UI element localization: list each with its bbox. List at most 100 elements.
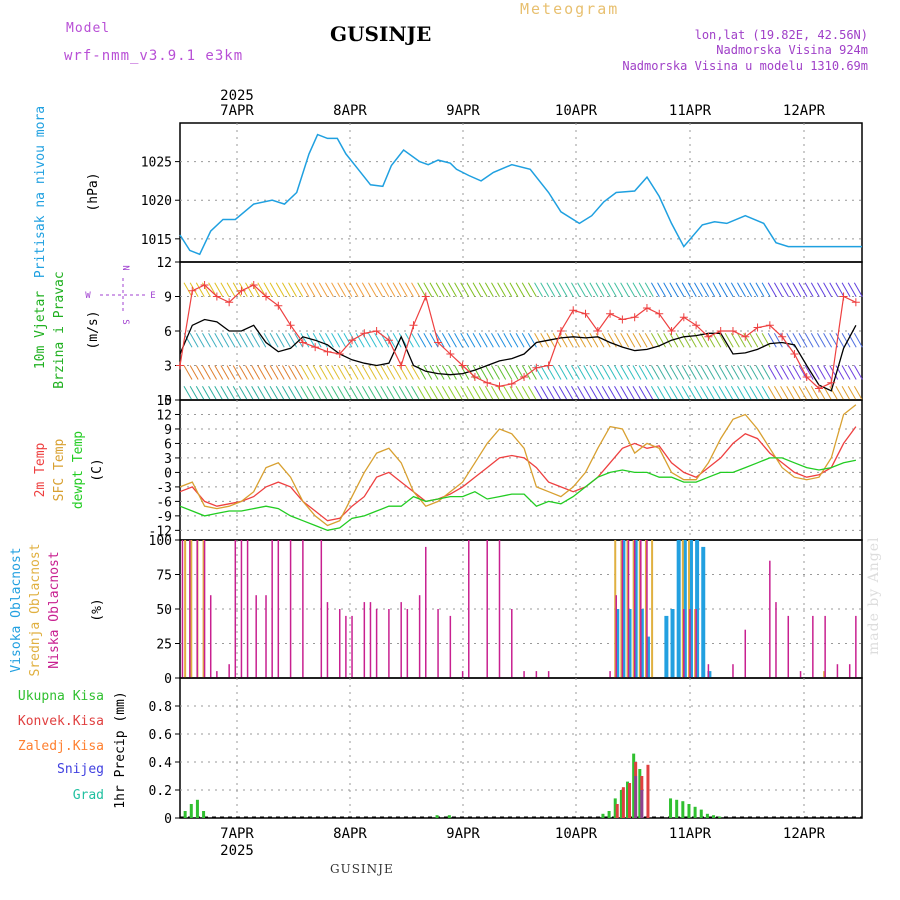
top-day-0: 7APR xyxy=(220,103,254,119)
wind-barb xyxy=(318,365,328,380)
wind-barb xyxy=(761,282,771,297)
cloud-bar-2 xyxy=(646,540,648,678)
cloud-bar-2 xyxy=(547,671,550,678)
wind-barb xyxy=(392,365,402,380)
wind-barb xyxy=(632,282,642,297)
top-day-5: 12APR xyxy=(783,103,826,119)
wind-barb xyxy=(398,282,408,297)
wind-barb xyxy=(712,365,722,380)
wind-barb xyxy=(829,282,839,297)
wind-barb xyxy=(724,282,734,297)
wind-barb xyxy=(226,385,236,401)
wind-barb xyxy=(657,365,666,380)
precip-bar-1 xyxy=(615,804,619,818)
wind-barb xyxy=(288,385,297,401)
cloud-bar-0 xyxy=(645,636,650,678)
cloud-bar-1 xyxy=(184,540,187,678)
cloud-bar-2 xyxy=(449,615,452,678)
wind-barb xyxy=(429,333,439,348)
cloud-bar-0 xyxy=(633,540,638,678)
gust-marker xyxy=(520,373,529,381)
wind-barb xyxy=(767,385,777,401)
bottom-day-2: 9APR xyxy=(446,826,480,842)
wind-barb xyxy=(835,333,845,348)
precip-bar-0 xyxy=(638,769,642,818)
altitude-label: Nadmorska Visina 924m xyxy=(716,43,868,57)
wind-barb xyxy=(663,333,673,348)
wind-barb xyxy=(614,365,623,380)
wind-barb xyxy=(644,333,654,348)
wind-barb xyxy=(632,333,642,348)
wind-barb xyxy=(829,365,839,380)
wind-barb xyxy=(435,282,445,297)
wind-barb xyxy=(835,365,845,380)
compass-s: S xyxy=(120,319,130,324)
wind-barb xyxy=(638,385,648,401)
gust-marker xyxy=(667,327,676,335)
cloud-bar-1 xyxy=(651,540,654,678)
wind-barb xyxy=(804,365,814,380)
wind-barb xyxy=(300,282,310,297)
wind-barb xyxy=(251,385,261,401)
precip-bar-1 xyxy=(628,783,632,818)
wind-barb xyxy=(718,365,728,380)
wind-barb xyxy=(577,282,587,297)
wind-barb xyxy=(607,365,617,380)
cloud-bar-2 xyxy=(302,540,304,678)
temp-unit: (C) xyxy=(90,458,105,481)
wind-barb xyxy=(558,385,568,401)
wind-barb xyxy=(423,333,433,348)
wind-barb xyxy=(657,333,666,348)
ytick-label-clouds: 100 xyxy=(149,534,172,549)
ytick-label-clouds: 50 xyxy=(156,603,172,618)
wind-barb xyxy=(534,385,543,401)
compass-e: E xyxy=(150,291,155,301)
cloud-bar-2 xyxy=(461,671,464,678)
wind-barb xyxy=(318,282,328,297)
wind-barb xyxy=(755,333,765,348)
precip-bar-0 xyxy=(699,809,703,818)
gust-marker xyxy=(606,309,615,318)
temp-title-dewpt: dewpt Temp xyxy=(71,431,86,509)
ytick-label-wind: 9 xyxy=(164,291,172,306)
wind-barb xyxy=(374,385,384,401)
wind-barb xyxy=(540,365,550,380)
cloud-bar-2 xyxy=(181,540,184,678)
wind-barb xyxy=(804,282,814,297)
wind-barb xyxy=(281,365,291,380)
pressure-unit: (hPa) xyxy=(86,172,101,211)
wind-barb xyxy=(718,333,728,348)
wind-barb xyxy=(368,333,377,348)
wind-barb xyxy=(331,365,341,380)
lonlat-label: lon,lat (19.82E, 42.56N) xyxy=(694,28,868,42)
gust-marker xyxy=(679,313,688,322)
wind-barb xyxy=(724,365,734,380)
cloud-bar-2 xyxy=(255,595,257,678)
wind-barb xyxy=(527,333,537,348)
wind-barb xyxy=(718,385,728,401)
wind-barb xyxy=(694,365,703,380)
wind-barb xyxy=(798,333,808,348)
wind-barb xyxy=(214,333,224,348)
cloud-bar-2 xyxy=(338,609,341,678)
gust-marker xyxy=(286,321,295,330)
wind-barb xyxy=(552,385,562,401)
wind-barb xyxy=(589,385,599,401)
wind-barb xyxy=(841,282,851,297)
wind-barb xyxy=(669,282,679,297)
wind-barb xyxy=(189,365,199,380)
cloud-bar-2 xyxy=(799,671,802,678)
wind-barb xyxy=(417,385,427,401)
wind-barb xyxy=(663,385,673,401)
wind-barb xyxy=(730,333,740,348)
wind-barb xyxy=(361,385,371,401)
wind-barb xyxy=(650,385,660,401)
wind-barb xyxy=(694,282,703,297)
wind-barb xyxy=(835,385,845,401)
cloud-bar-2 xyxy=(824,615,826,678)
wind-barb xyxy=(491,333,500,348)
wind-barb xyxy=(540,282,550,297)
gust-marker xyxy=(237,286,246,295)
cloud-bar-2 xyxy=(498,540,501,678)
